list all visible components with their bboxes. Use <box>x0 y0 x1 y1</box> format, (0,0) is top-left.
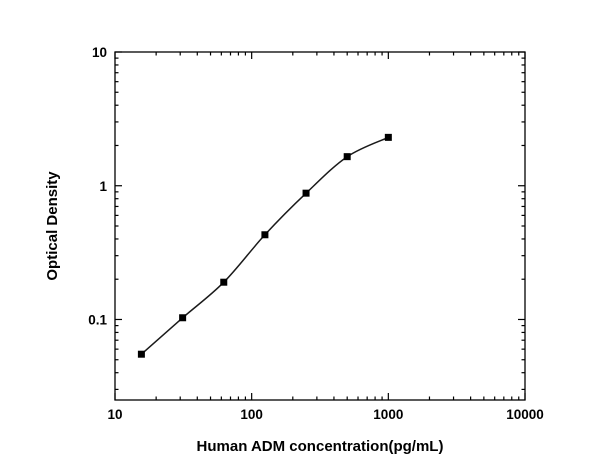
x-tick-label: 100 <box>240 407 263 422</box>
fit-curve <box>140 136 389 355</box>
data-point-marker <box>179 314 187 322</box>
x-tick-label: 10000 <box>506 407 544 422</box>
y-tick-label: 10 <box>92 45 107 60</box>
data-point-marker <box>261 231 269 239</box>
data-point-marker <box>137 350 145 358</box>
x-tick-label: 1000 <box>373 407 403 422</box>
y-tick-label: 0.1 <box>88 313 107 328</box>
plot-frame <box>114 51 526 401</box>
x-tick-label: 10 <box>107 407 122 422</box>
data-point-marker <box>384 133 392 141</box>
data-point-marker <box>302 189 310 197</box>
x-axis-title: Human ADM concentration(pg/mL) <box>197 438 444 455</box>
y-tick-label: 1 <box>99 179 107 194</box>
plot-area: 10 100 1000 10000 0.1 1 10 <box>88 45 544 422</box>
data-point-marker <box>220 278 228 286</box>
data-point-marker <box>343 153 351 161</box>
y-axis-title: Optical Density <box>44 171 61 281</box>
